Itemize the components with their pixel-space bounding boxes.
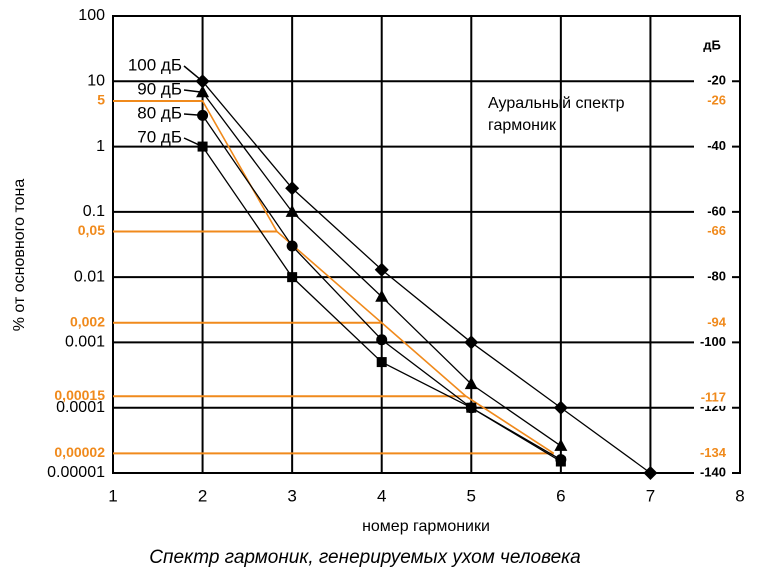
annotation: Ауральный спектр: [488, 95, 625, 112]
x-tick-label: 7: [646, 486, 655, 505]
marker: [553, 400, 568, 415]
y2-tick-label: -140: [700, 464, 726, 479]
legend-leader: [183, 65, 204, 82]
marker: [376, 334, 388, 346]
y-tick-label: 100: [78, 7, 105, 24]
x-tick-label: 6: [556, 486, 565, 505]
marker: [466, 402, 477, 413]
marker: [286, 240, 298, 252]
x-tick-label: 3: [287, 486, 296, 505]
x-tick-label: 5: [467, 486, 476, 505]
label-bg: [694, 223, 732, 240]
label-bg: [694, 73, 732, 90]
y2-tick-label: -60: [707, 203, 726, 218]
legend-label: 70 дБ: [137, 127, 182, 146]
y2-tick-label: -20: [707, 73, 726, 88]
y2-tick-label: -66: [707, 223, 726, 238]
x-axis-label: номер гармоники: [362, 518, 490, 535]
y2-tick-label: -94: [707, 314, 727, 329]
marker: [374, 262, 389, 277]
y-tick-label: 10: [87, 73, 105, 90]
x-tick-label: 4: [377, 486, 386, 505]
marker: [375, 289, 389, 302]
y-tick-label: 0.1: [83, 203, 105, 220]
highlight-y-tick-label: 0,05: [78, 222, 105, 238]
label-bg: [694, 269, 732, 286]
y-tick-label: 0.0001: [56, 399, 105, 416]
y-tick-label: 0.01: [74, 268, 105, 285]
series-line: [202, 80, 651, 474]
y2-axis-label: дБ: [703, 37, 721, 52]
legend-leader: [183, 89, 203, 93]
caption: Спектр гармоник, генерируемых ухом челов…: [149, 547, 580, 568]
y2-tick-label: -80: [707, 269, 726, 284]
marker: [376, 357, 387, 368]
plot-area: [112, 15, 741, 474]
marker: [464, 377, 478, 390]
y2-tick-label: -100: [700, 334, 726, 349]
highlight-curve: [113, 100, 555, 455]
legend-label: 80 дБ: [137, 103, 182, 122]
highlight-y-tick-label: 0,002: [70, 313, 105, 329]
y2-tick-label: -26: [707, 92, 726, 107]
y2-tick-label: -117: [701, 389, 726, 404]
label-bg: [694, 92, 732, 109]
legend-label: 100 дБ: [128, 55, 182, 74]
label-bg: [694, 203, 732, 220]
marker: [196, 85, 210, 98]
x-tick-label: 2: [198, 486, 207, 505]
y2-tick-label: -40: [707, 138, 726, 153]
legend-label: 90 дБ: [137, 79, 182, 98]
x-tick-label: 8: [735, 486, 744, 505]
y-axis-label: % от основного тона: [11, 179, 28, 332]
legend-leader: [183, 113, 203, 117]
y-tick-label: 0.001: [65, 334, 105, 351]
legend-leader: [183, 137, 203, 148]
marker: [287, 272, 298, 283]
label-bg: [694, 138, 732, 155]
label-bg: [694, 465, 732, 481]
marker: [285, 181, 300, 196]
y-tick-label: 1: [96, 138, 105, 155]
x-tick-label: 1: [108, 486, 117, 505]
marker: [555, 456, 566, 467]
marker: [285, 204, 299, 217]
marker: [464, 335, 479, 350]
annotation: гармоник: [488, 117, 557, 134]
label-bg: [694, 334, 732, 351]
y-tick-label: 0.00001: [47, 464, 105, 481]
label-bg: [694, 389, 732, 406]
highlight-y-tick-label: 0,00015: [54, 387, 105, 403]
label-bg: [694, 314, 732, 331]
highlight-y-tick-label: 0,00002: [54, 444, 105, 460]
marker: [643, 466, 658, 480]
label-bg: [694, 445, 732, 462]
y2-tick-label: -134: [700, 445, 727, 460]
highlight-y-tick-label: 5: [97, 92, 105, 108]
marker: [554, 438, 568, 451]
